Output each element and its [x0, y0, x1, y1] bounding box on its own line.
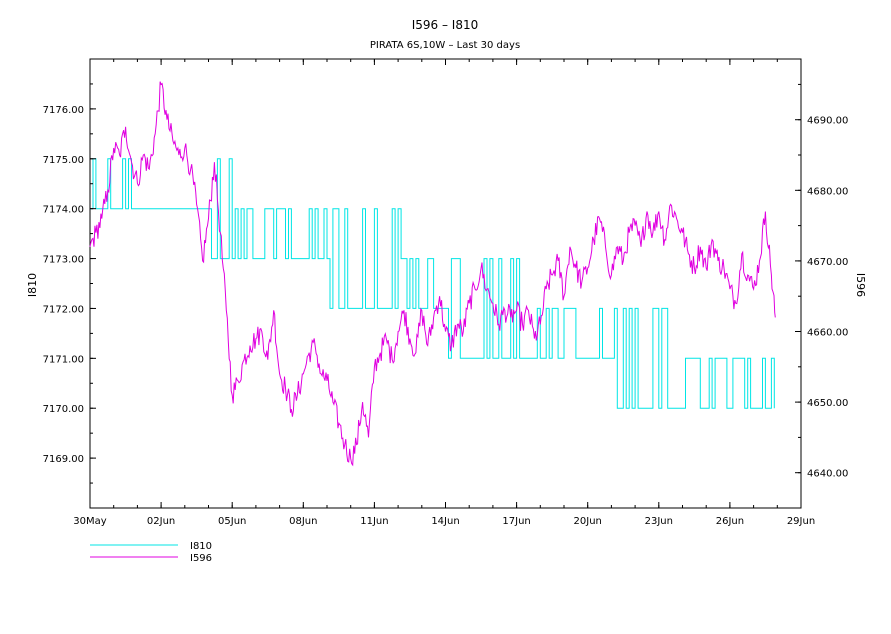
- y-right-tick-label-3: 4670.00: [807, 257, 848, 268]
- x-tick-label-6: 17Jun: [502, 516, 530, 527]
- x-tick-label-4: 11Jun: [360, 516, 388, 527]
- plot-area: [89, 58, 802, 509]
- x-tick-label-5: 14Jun: [431, 516, 459, 527]
- x-tick-label-1: 02Jun: [147, 516, 175, 527]
- y-right-tick-label-5: 4690.00: [807, 116, 848, 127]
- legend: I810 I596: [90, 541, 212, 564]
- y-left-tick-label-2: 7171.00: [43, 354, 84, 365]
- y-right-tick-label-2: 4660.00: [807, 328, 848, 339]
- y-right-axis-label: I596: [854, 273, 867, 297]
- chart-title: I596 – I810: [412, 18, 479, 32]
- x-tick-label-2: 05Jun: [218, 516, 246, 527]
- y-left-axis-label: I810: [26, 273, 39, 297]
- x-tick-label-0: 30May: [73, 516, 106, 527]
- y-left-tick-label-7: 7176.00: [43, 105, 84, 116]
- legend-label-i596: I596: [190, 553, 212, 564]
- y-right-tick-label-1: 4650.00: [807, 398, 848, 409]
- y-left-tick-label-5: 7174.00: [43, 205, 84, 216]
- legend-label-i810: I810: [190, 541, 212, 552]
- axes-layer: 30May 02Jun 05Jun 08Jun 11Jun 14Jun 17Jun 20Jun…: [43, 58, 848, 527]
- y-left-tick-label-0: 7169.00: [43, 454, 84, 465]
- chart-subtitle: PIRATA 6S,10W – Last 30 days: [370, 40, 520, 51]
- x-tick-label-8: 23Jun: [645, 516, 673, 527]
- x-tick-label-10: 29Jun: [787, 516, 815, 527]
- y-right-tick-label-0: 4640.00: [807, 469, 848, 480]
- y-left-tick-label-3: 7172.00: [43, 304, 84, 315]
- y-right-tick-label-4: 4680.00: [807, 186, 848, 197]
- series-line-i810: [90, 158, 775, 409]
- x-tick-label-3: 08Jun: [289, 516, 317, 527]
- series-line-i596: [89, 81, 776, 467]
- series-layer: [89, 81, 776, 467]
- x-tick-label-7: 20Jun: [574, 516, 602, 527]
- x-tick-label-9: 26Jun: [716, 516, 744, 527]
- y-left-tick-label-1: 7170.00: [43, 404, 84, 415]
- y-left-tick-label-4: 7173.00: [43, 255, 84, 266]
- y-left-tick-label-6: 7175.00: [43, 155, 84, 166]
- plot-frame: [89, 58, 802, 509]
